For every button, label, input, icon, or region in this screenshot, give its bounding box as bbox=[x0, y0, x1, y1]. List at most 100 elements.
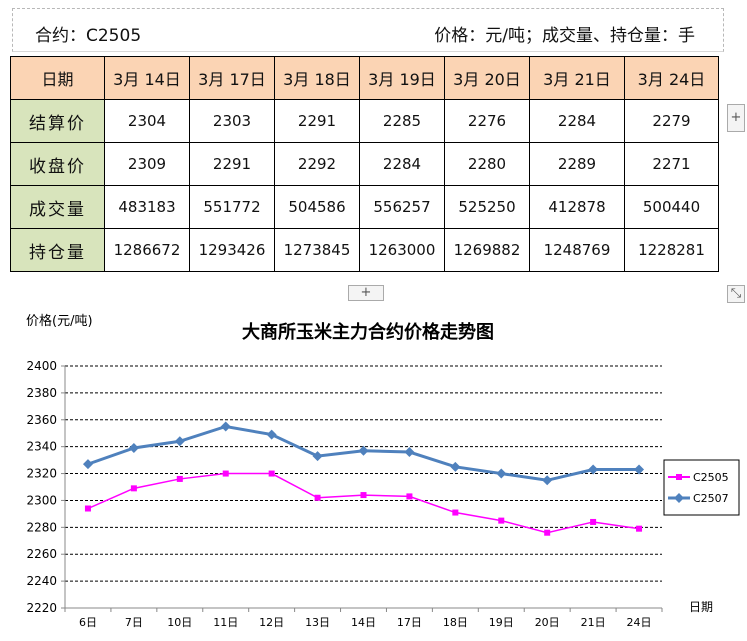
data-point bbox=[174, 436, 185, 447]
y-tick-label: 2400 bbox=[26, 359, 57, 373]
table-cell[interactable]: 1273845 bbox=[274, 228, 360, 272]
data-point bbox=[358, 445, 369, 456]
x-tick-label: 12日 bbox=[259, 616, 284, 629]
date-cell[interactable]: 3月 20日 bbox=[444, 56, 530, 100]
price-trend-chart: 价格(元/吨) 大商所玉米主力合约价格走势图 日期 22202240226022… bbox=[26, 313, 740, 629]
date-cell[interactable]: 3月 19日 bbox=[359, 56, 445, 100]
price-table: 日期 3月 14日 3月 17日 3月 18日 3月 19日 3月 20日 3月… bbox=[10, 56, 719, 272]
legend-marker-c2507 bbox=[674, 493, 684, 503]
date-cell[interactable]: 3月 21日 bbox=[529, 56, 625, 100]
data-point bbox=[176, 475, 183, 482]
table-cell[interactable]: 1263000 bbox=[359, 228, 445, 272]
table-cell[interactable]: 2276 bbox=[444, 99, 530, 143]
table-cell[interactable]: 2304 bbox=[104, 99, 190, 143]
table-cell[interactable]: 2309 bbox=[104, 142, 190, 186]
row-label[interactable]: 结算价 bbox=[10, 99, 105, 143]
table-cell[interactable]: 2291 bbox=[189, 142, 275, 186]
x-axis-label: 日期 bbox=[689, 600, 713, 614]
table-cell[interactable]: 556257 bbox=[359, 185, 445, 229]
table-cell[interactable]: 2291 bbox=[274, 99, 360, 143]
date-cell[interactable]: 3月 24日 bbox=[624, 56, 719, 100]
table-cell[interactable]: 2271 bbox=[624, 142, 719, 186]
legend-marker-c2505 bbox=[676, 474, 682, 480]
table-cell[interactable]: 2279 bbox=[624, 99, 719, 143]
y-tick-label: 2280 bbox=[26, 520, 57, 534]
data-point bbox=[634, 464, 645, 475]
y-tick-label: 2340 bbox=[26, 440, 57, 454]
table-cell[interactable]: 483183 bbox=[104, 185, 190, 229]
table-cell[interactable]: 500440 bbox=[624, 185, 719, 229]
data-point bbox=[222, 470, 229, 477]
units-label: 价格：元/吨；成交量、持仓量：手 bbox=[434, 26, 695, 46]
date-header-cell[interactable]: 日期 bbox=[10, 56, 105, 100]
add-row-button[interactable]: + bbox=[348, 285, 384, 301]
table-cell[interactable]: 1269882 bbox=[444, 228, 530, 272]
legend-label-c2507: C2507 bbox=[693, 492, 729, 505]
data-point bbox=[268, 470, 275, 477]
x-tick-label: 11日 bbox=[213, 616, 238, 629]
data-point bbox=[130, 485, 137, 492]
data-point bbox=[636, 525, 643, 532]
table-cell[interactable]: 2289 bbox=[529, 142, 625, 186]
y-tick-label: 2300 bbox=[26, 493, 57, 507]
table-cell[interactable]: 412878 bbox=[529, 185, 625, 229]
data-point bbox=[128, 443, 139, 454]
x-tick-label: 24日 bbox=[627, 616, 652, 629]
resize-handle-icon[interactable]: ⤡ bbox=[727, 285, 745, 303]
table-cell[interactable]: 1286672 bbox=[104, 228, 190, 272]
table-cell[interactable]: 2285 bbox=[359, 99, 445, 143]
table-cell[interactable]: 2280 bbox=[444, 142, 530, 186]
data-point bbox=[588, 464, 599, 475]
x-tick-label: 18日 bbox=[443, 616, 468, 629]
table-row-settlement: 结算价 2304 2303 2291 2285 2276 2284 2279 bbox=[10, 99, 719, 143]
data-point bbox=[406, 493, 413, 500]
data-point bbox=[266, 429, 277, 440]
table-cell[interactable]: 1228281 bbox=[624, 228, 719, 272]
table-cell[interactable]: 525250 bbox=[444, 185, 530, 229]
y-tick-label: 2220 bbox=[26, 601, 57, 615]
row-label[interactable]: 收盘价 bbox=[10, 142, 105, 186]
date-cell[interactable]: 3月 14日 bbox=[104, 56, 190, 100]
y-tick-label: 2260 bbox=[26, 547, 57, 561]
data-point bbox=[312, 451, 323, 462]
y-tick-label: 2360 bbox=[26, 413, 57, 427]
data-point bbox=[404, 447, 415, 458]
date-cell[interactable]: 3月 17日 bbox=[189, 56, 275, 100]
sheet-header: 合约：C2505 价格：元/吨；成交量、持仓量：手 bbox=[12, 8, 724, 52]
table-cell[interactable]: 2292 bbox=[274, 142, 360, 186]
legend-label-c2505: C2505 bbox=[693, 471, 729, 484]
table-cell[interactable]: 1248769 bbox=[529, 228, 625, 272]
x-tick-label: 20日 bbox=[535, 616, 560, 629]
chart-title: 大商所玉米主力合约价格走势图 bbox=[242, 321, 494, 343]
x-tick-label: 19日 bbox=[489, 616, 514, 629]
legend: C2505 C2507 bbox=[663, 459, 740, 516]
data-point bbox=[544, 529, 551, 536]
row-label[interactable]: 持仓量 bbox=[10, 228, 105, 272]
data-point bbox=[590, 518, 597, 525]
gridlines bbox=[65, 365, 662, 582]
data-point bbox=[452, 509, 459, 516]
table-cell[interactable]: 1293426 bbox=[189, 228, 275, 272]
x-tick-label: 6日 bbox=[79, 616, 97, 629]
date-cell[interactable]: 3月 18日 bbox=[274, 56, 360, 100]
contract-label: 合约：C2505 bbox=[35, 26, 142, 46]
y-axis-label: 价格(元/吨) bbox=[26, 313, 93, 329]
add-column-button[interactable]: + bbox=[727, 104, 745, 132]
x-axis-ticks: 6日 7日 10日 11日 12日 13日 14日 17日 18日 19日 20日 21日 24日 bbox=[64, 608, 663, 629]
table-cell[interactable]: 2303 bbox=[189, 99, 275, 143]
y-tick-label: 2380 bbox=[26, 386, 57, 400]
data-point bbox=[450, 461, 461, 472]
table-cell[interactable]: 2284 bbox=[529, 99, 625, 143]
table-cell[interactable]: 551772 bbox=[189, 185, 275, 229]
legend-box bbox=[663, 459, 740, 516]
table-row-close: 收盘价 2309 2291 2292 2284 2280 2289 2271 bbox=[10, 142, 719, 186]
data-point bbox=[84, 505, 91, 512]
table-row-open-interest: 持仓量 1286672 1293426 1273845 1263000 1269… bbox=[10, 228, 719, 272]
table-cell[interactable]: 2284 bbox=[359, 142, 445, 186]
series-line-c2505 bbox=[87, 472, 640, 534]
row-label[interactable]: 成交量 bbox=[10, 185, 105, 229]
table-cell[interactable]: 504586 bbox=[274, 185, 360, 229]
data-point bbox=[82, 459, 93, 470]
data-point bbox=[314, 494, 321, 501]
x-tick-label: 17日 bbox=[397, 616, 422, 629]
